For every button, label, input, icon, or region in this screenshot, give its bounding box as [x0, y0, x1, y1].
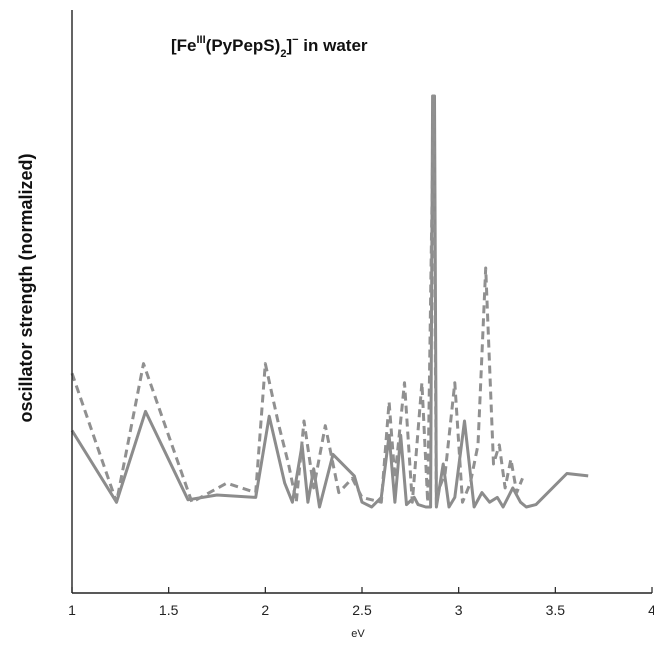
series-line-solid — [70, 94, 589, 509]
x-tick-label: 2.5 — [352, 602, 372, 618]
x-ticks: 1 1.5 2 2.5 3 3.5 4 — [68, 587, 654, 618]
x-tick-label: 4 — [648, 602, 654, 618]
plot-lines — [70, 94, 589, 509]
x-tick-label: 1 — [68, 602, 76, 618]
x-tick-label: 3.5 — [546, 602, 566, 618]
chart-title: [FeIII(PyPepS)2]− in water — [171, 34, 368, 60]
x-tick-label: 3 — [455, 602, 463, 618]
series-line-dashed — [70, 94, 524, 507]
x-axis-label: eV — [351, 628, 365, 640]
y-axis-label: oscillator strength (normalized) — [16, 153, 36, 422]
axes — [71, 10, 652, 594]
x-tick-label: 1.5 — [159, 602, 179, 618]
x-tick-label: 2 — [261, 602, 269, 618]
